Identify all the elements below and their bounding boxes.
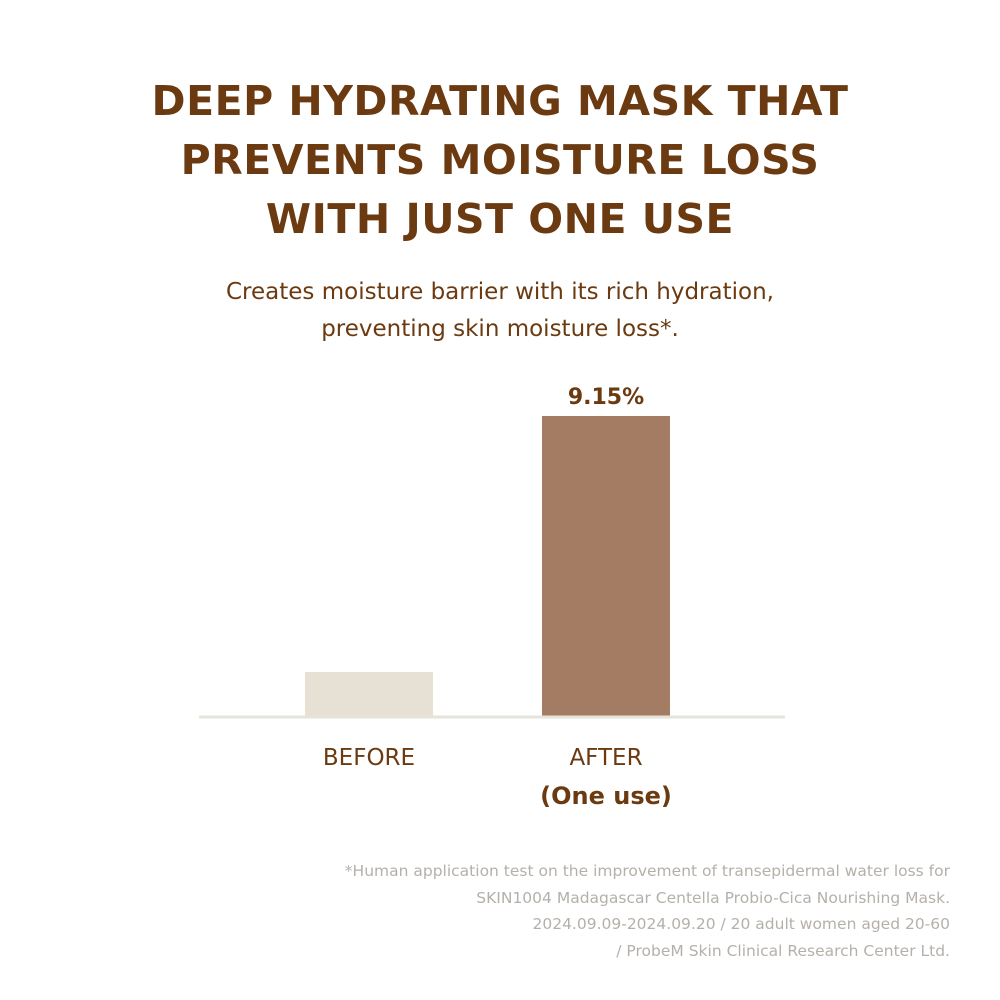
title-line: PREVENTS MOISTURE LOSS	[180, 136, 820, 184]
bar-after	[542, 416, 670, 716]
footnote-line: SKIN1004 Madagascar Centella Probio-Cica…	[476, 888, 950, 907]
subtitle-line: preventing skin moisture loss*.	[321, 316, 679, 342]
title-line: WITH JUST ONE USE	[265, 195, 735, 243]
page-title: DEEP HYDRATING MASK THAT PREVENTS MOISTU…	[0, 72, 1000, 249]
title-line: DEEP HYDRATING MASK THAT	[151, 77, 849, 125]
subtitle-line: Creates moisture barrier with its rich h…	[226, 279, 774, 305]
category-label: BEFORE	[323, 745, 415, 771]
footnote: *Human application test on the improveme…	[345, 858, 950, 964]
category-label: AFTER	[569, 745, 642, 771]
footnote-line: / ProbeM Skin Clinical Research Center L…	[616, 941, 950, 960]
category-sublabel: (One use)	[540, 782, 672, 810]
data-label: 9.15%	[568, 385, 644, 410]
subtitle: Creates moisture barrier with its rich h…	[0, 274, 1000, 348]
footnote-line: 2024.09.09-2024.09.20 / 20 adult women a…	[532, 915, 950, 933]
bar-before	[305, 672, 433, 716]
footnote-line: *Human application test on the improveme…	[344, 862, 950, 880]
